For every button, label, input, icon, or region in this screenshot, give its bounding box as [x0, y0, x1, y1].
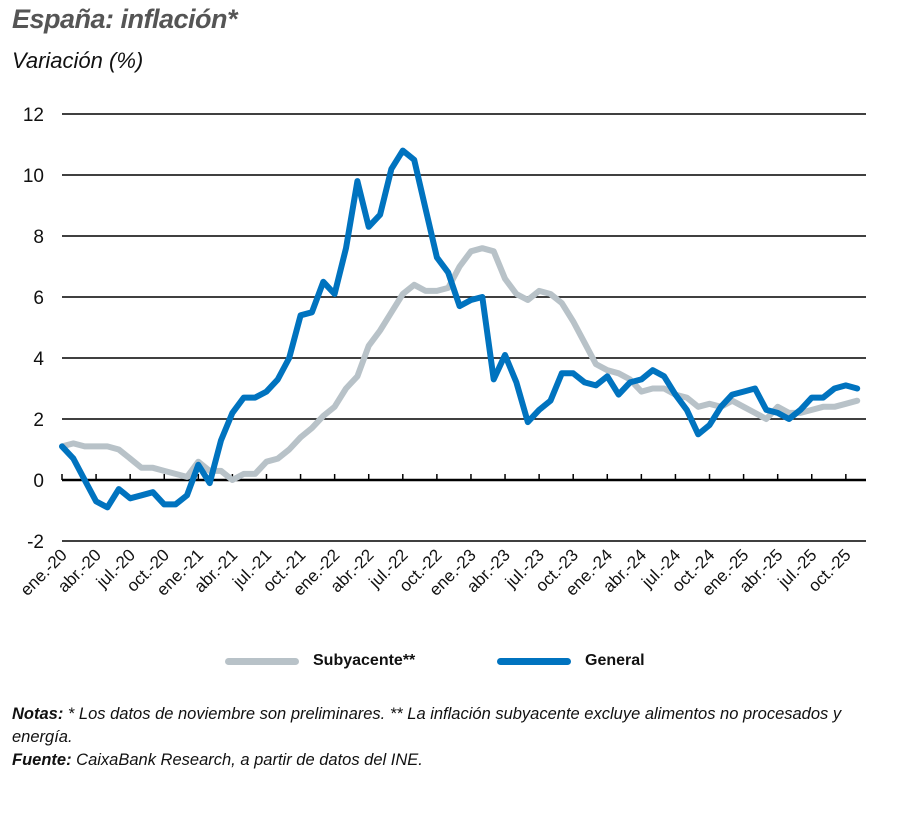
y-axis-ticks: 12 10 8 6 4 2 0 -2: [23, 105, 45, 553]
y-tick-label: 4: [33, 349, 44, 370]
legend: Subyacente** General: [0, 652, 900, 682]
series-line-subyacente: [59, 245, 861, 483]
source-line: Fuente: CaixaBank Research, a partir de …: [12, 749, 892, 772]
y-tick-label: 12: [23, 105, 44, 126]
chart-notes: Notas: * Los datos de noviembre son prel…: [12, 703, 892, 772]
y-tick-label: -2: [27, 532, 44, 553]
data-series: [59, 147, 861, 511]
source-label: Fuente:: [12, 751, 72, 769]
gridlines: [62, 113, 866, 542]
line-chart: 12 10 8 6 4 2 0 -2 ene.-20abr.-20jul.-20oct.-20…: [17, 105, 866, 600]
y-tick-label: 8: [33, 227, 44, 248]
legend-item-general: General: [497, 652, 645, 670]
x-axis-labels: ene.-20abr.-20jul.-20oct.-20ene.-21abr.-…: [17, 545, 855, 599]
notes-label: Notas:: [12, 705, 64, 723]
legend-item-subyacente: Subyacente**: [225, 652, 415, 670]
y-tick-label: 0: [33, 471, 44, 492]
legend-swatch-general: [497, 657, 571, 665]
chart-subtitle: Variación (%): [12, 48, 144, 73]
chart-title: España: inflación*: [12, 4, 238, 34]
notes-text: * Los datos de noviembre son preliminare…: [12, 705, 842, 746]
series-line-general: [59, 147, 861, 511]
legend-label-subyacente: Subyacente**: [313, 652, 416, 669]
y-tick-label: 6: [33, 288, 44, 309]
y-tick-label: 10: [23, 166, 44, 187]
notes-line: Notas: * Los datos de noviembre son prel…: [12, 703, 892, 749]
source-text: CaixaBank Research, a partir de datos de…: [71, 751, 423, 769]
x-axis: [61, 474, 866, 482]
y-tick-label: 2: [33, 410, 44, 431]
legend-swatch-subyacente: [225, 657, 299, 665]
legend-label-general: General: [585, 652, 645, 669]
